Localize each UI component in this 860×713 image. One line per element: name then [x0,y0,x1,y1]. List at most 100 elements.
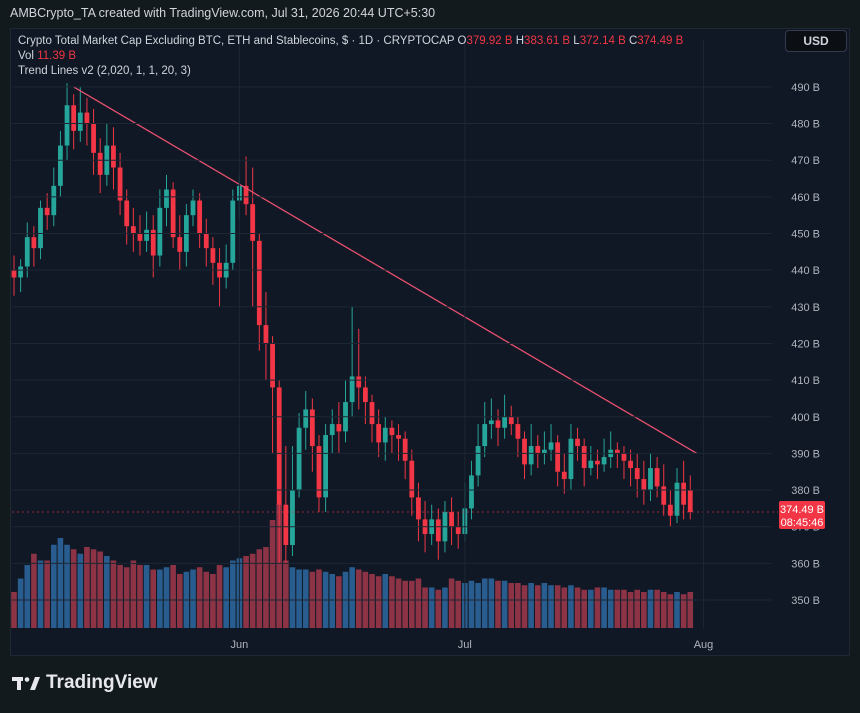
candle-body [455,526,461,535]
volume-label[interactable]: Vol [18,50,34,62]
candle-body [548,442,554,450]
volume-bar [495,580,501,628]
candle-body [197,200,203,234]
volume-bar [150,569,157,628]
candle-body [144,229,149,241]
volume-bar [521,585,528,628]
volume-bar [355,569,362,628]
price-tick-label: 390 B [791,448,820,460]
price-tick-label: 470 B [791,155,820,167]
candle-body [58,145,63,186]
candle-body [303,409,309,428]
volume-bar [442,587,448,628]
candle-body [674,482,680,516]
candle-body [396,435,401,439]
candle-body [641,479,647,491]
volume-bar [37,560,44,628]
volume-bar [57,538,64,628]
volume-bar [196,567,203,628]
volume-bar [31,553,37,628]
volume-bar [515,583,521,628]
candle-body [84,112,90,124]
volume-bar [488,578,495,628]
volume-bar [117,565,123,628]
candle-layer [11,83,693,564]
candle-body [575,438,580,447]
volume-bar [210,574,216,628]
candle-body [654,468,660,487]
candle-body [276,387,282,505]
candle-body [283,504,289,546]
volume-bar [435,589,442,628]
price-tick-label: 450 B [791,229,820,241]
indicator-label[interactable]: Trend Lines v2 (2,020, 1, 1, 20, 3) [18,65,191,77]
candle-body [621,453,627,461]
candle-body [190,200,196,216]
candle-body [416,497,421,520]
candle-body [210,248,216,263]
candle-body [270,343,275,388]
volume-bar [541,583,548,628]
volume-bar [84,547,90,628]
volume-bar [561,587,568,628]
volume-bar [481,578,488,628]
volume-bar [554,585,561,628]
volume-bar [104,556,110,628]
low-value: 372.14 B [579,35,626,47]
volume-bar [17,578,24,628]
volume-bar [130,560,137,628]
volume-bar [448,578,455,628]
candle-body [137,233,143,241]
currency-button[interactable]: USD [785,30,847,52]
candle-body [595,460,600,465]
candle-body [409,460,415,498]
candle-body [24,237,30,267]
symbol-title[interactable]: Crypto Total Market Cap Excluding BTC, E… [18,35,455,47]
candle-body [250,204,256,241]
volume-bar [375,576,382,628]
volume-bar [50,544,57,628]
candle-body [667,504,673,516]
volume-bar [243,556,249,628]
volume-bar [674,592,680,628]
volume-bar [170,565,176,628]
price-tick-label: 380 B [791,485,820,497]
volume-bar [77,553,84,628]
candle-body [77,112,83,131]
candle-body [634,468,640,480]
volume-bar [163,567,170,628]
chart-panel[interactable] [10,28,850,656]
open-value: 379.92 B [466,35,513,47]
candle-body [475,446,481,476]
trendline-layer [12,86,778,513]
credit-line: AMBCrypto_TA created with TradingView.co… [10,6,436,20]
volume-bar [44,560,50,628]
candle-body [349,376,355,403]
candle-body [469,475,474,509]
price-tag-value: 374.49 B [780,504,824,516]
candle-body [376,424,382,443]
volume-bar [143,565,150,628]
candle-body [111,145,116,168]
volume-bar [667,594,674,628]
volume-bar [654,589,660,628]
candle-body [290,490,295,546]
volume-bar [627,592,634,628]
legend-ohlc-row: Crypto Total Market Cap Excluding BTC, E… [18,34,683,49]
brand-name: TradingView [46,672,158,693]
volume-bar [249,553,256,628]
candle-body [435,519,441,542]
candle-body [561,471,567,480]
candle-body [528,446,534,465]
price-tick-label: 420 B [791,338,820,350]
candle-body [336,424,342,432]
candle-body [568,438,574,480]
volume-bar [687,592,694,628]
volume-bar [428,587,435,628]
candle-body [581,446,587,469]
volume-bar [588,589,594,628]
volume-bar [302,569,309,628]
candle-body [44,207,50,216]
candle-body [488,420,494,425]
